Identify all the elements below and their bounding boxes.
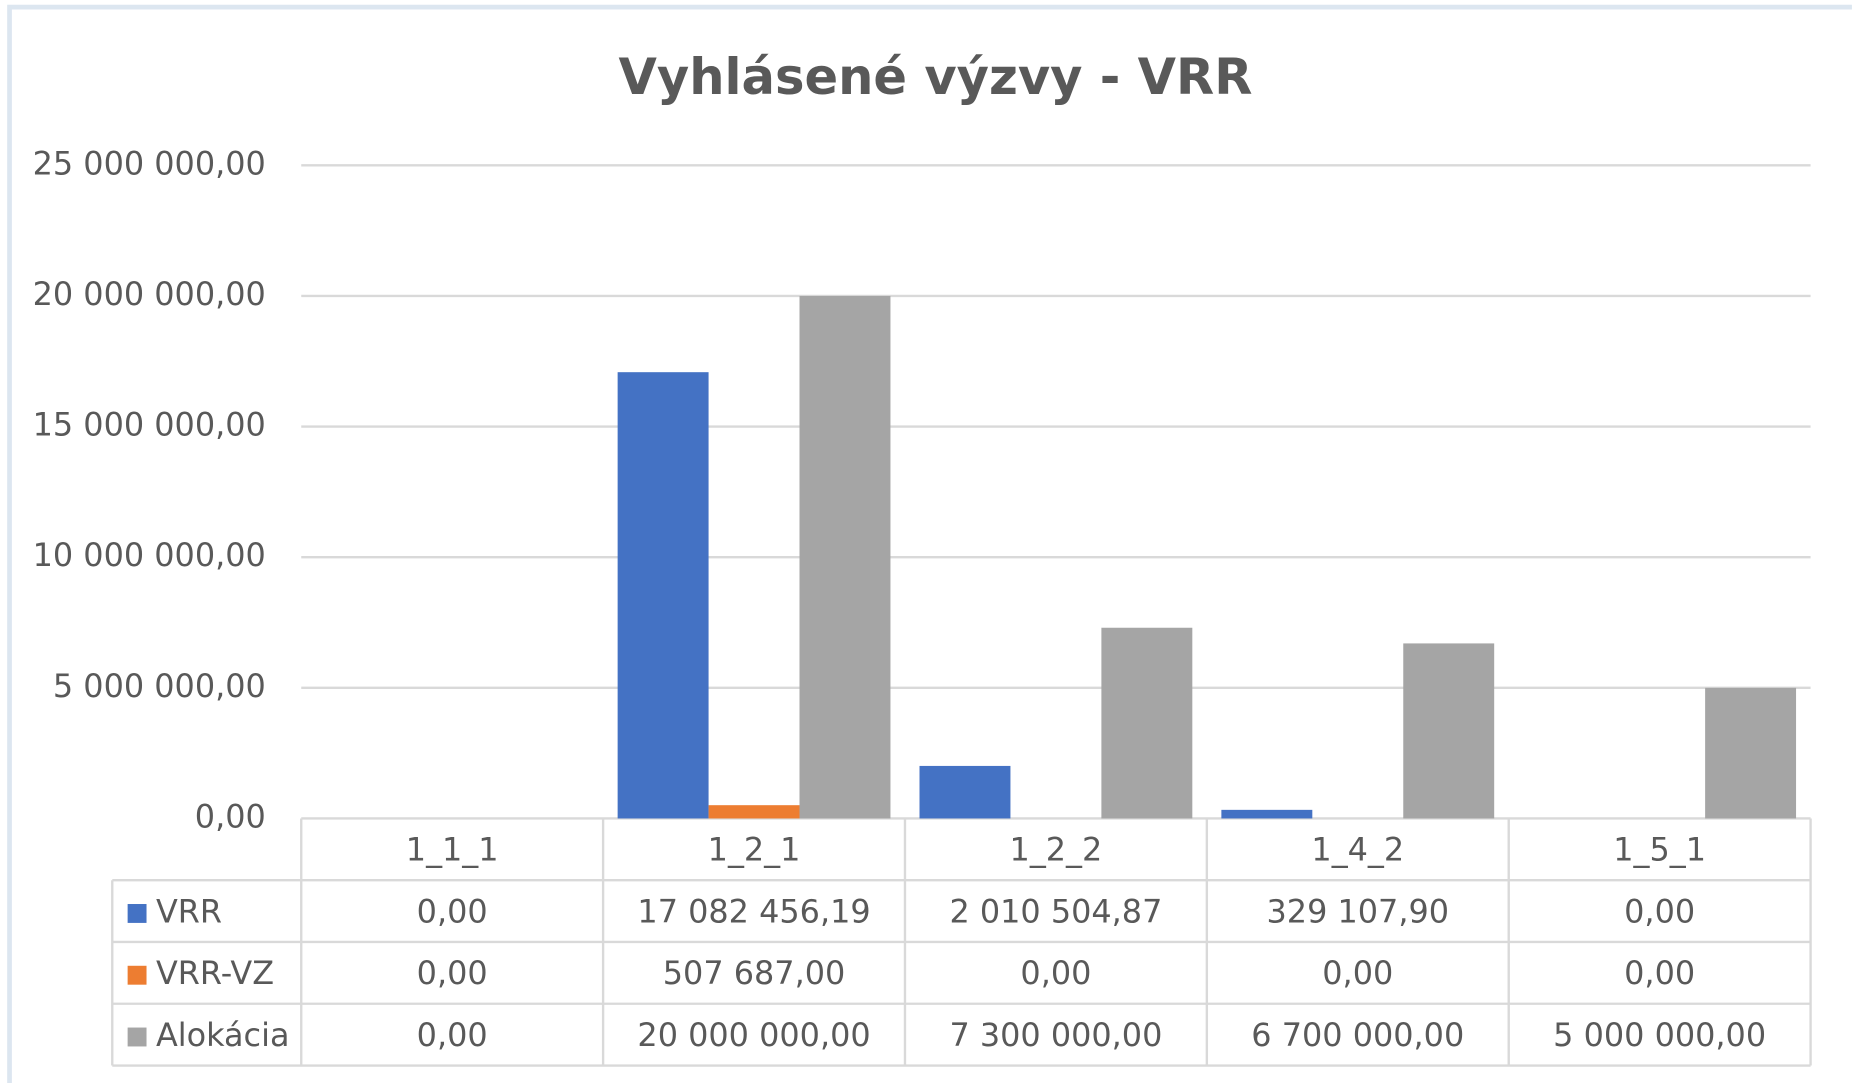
bar	[799, 295, 891, 819]
x-tick-label: 1_4_2	[1311, 831, 1404, 869]
y-tick-label: 25 000 000,00	[33, 144, 266, 182]
legend-swatch	[127, 965, 147, 985]
data-label: 0,00	[417, 954, 488, 992]
data-label: 7 300 000,00	[949, 1016, 1162, 1054]
bar	[919, 765, 1011, 819]
bar	[708, 805, 800, 819]
x-tick-label: 1_2_2	[1010, 831, 1103, 869]
legend-swatch	[127, 904, 147, 923]
y-tick-label: 0,00	[195, 797, 266, 835]
data-label: 0,00	[1624, 892, 1695, 930]
data-label: 17 082 456,19	[637, 892, 870, 930]
legend-label: Alokácia	[156, 1016, 290, 1054]
data-label: 5 000 000,00	[1553, 1016, 1766, 1054]
x-tick-label: 1_2_1	[708, 831, 801, 869]
y-tick-label: 20 000 000,00	[33, 275, 266, 313]
bar	[1101, 627, 1193, 819]
x-tick-label: 1_5_1	[1613, 831, 1706, 869]
chart-title: Vyhlásené výzvy - VRR	[618, 48, 1252, 106]
y-tick-label: 5 000 000,00	[53, 667, 266, 705]
data-label: 0,00	[1020, 954, 1091, 992]
bar	[1403, 643, 1495, 819]
data-label: 329 107,90	[1267, 892, 1450, 930]
frame	[7, 4, 1852, 1083]
data-label: 20 000 000,00	[637, 1016, 870, 1054]
legend-swatch	[127, 1027, 147, 1047]
data-label: 6 700 000,00	[1251, 1016, 1464, 1054]
bar	[1221, 809, 1313, 819]
data-label: 0,00	[417, 892, 488, 930]
data-label: 2 010 504,87	[949, 892, 1162, 930]
data-label: 0,00	[1624, 954, 1695, 992]
data-label: 507 687,00	[663, 954, 846, 992]
y-tick-label: 10 000 000,00	[33, 536, 266, 574]
legend-label: VRR-VZ	[156, 954, 274, 992]
bar	[1705, 687, 1797, 819]
y-tick-label: 15 000 000,00	[33, 406, 266, 444]
bar	[617, 372, 709, 819]
data-label: 0,00	[1322, 954, 1393, 992]
x-tick-label: 1_1_1	[406, 831, 499, 869]
data-label: 0,00	[417, 1016, 488, 1054]
legend-label: VRR	[156, 892, 222, 930]
